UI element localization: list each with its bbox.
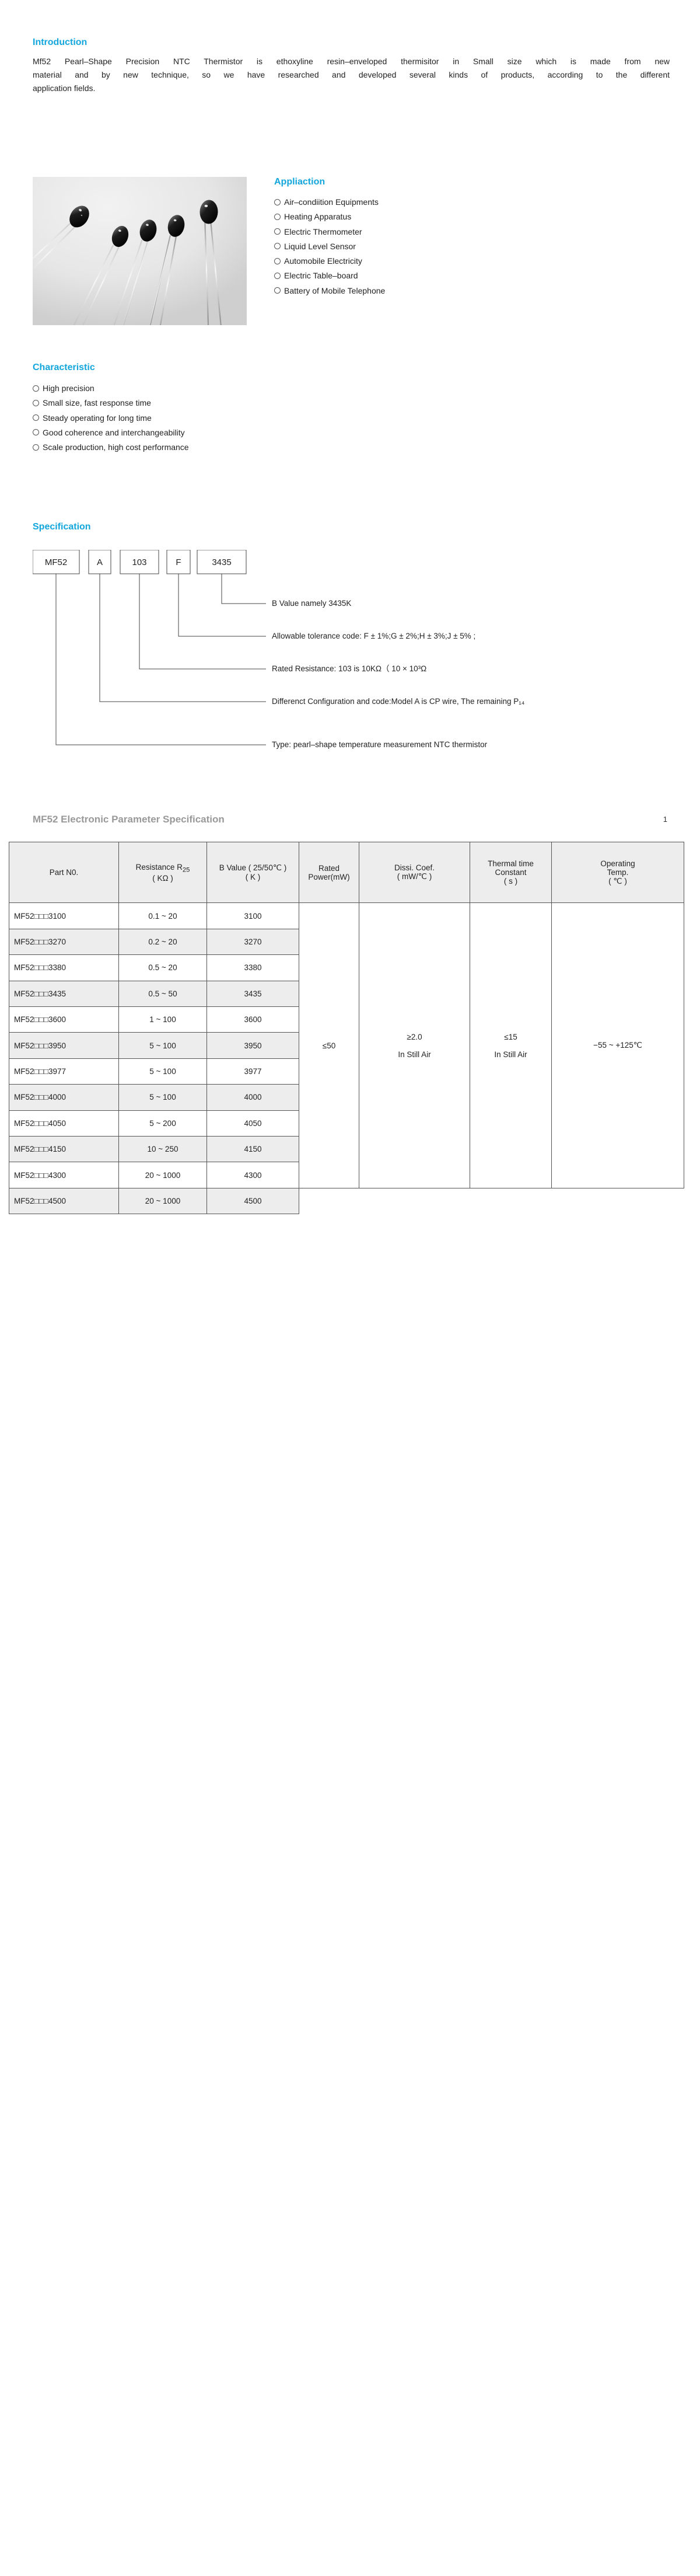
svg-text:Allowable tolerance code: F ±: Allowable tolerance code: F ± 1%;G ± 2%;… [272,632,475,640]
svg-text:B Value namely 3435K: B Value namely 3435K [272,599,351,608]
svg-text:F: F [176,557,181,567]
svg-text:Type: pearl–shape temperature: Type: pearl–shape temperature measuremen… [272,740,488,749]
svg-text:Differenct Configuration and c: Differenct Configuration and code:Model … [272,697,524,706]
svg-text:3435: 3435 [212,557,231,567]
svg-text:103: 103 [132,557,146,567]
svg-text:Rated Resistance: 103 is 10KΩ（: Rated Resistance: 103 is 10KΩ（ 10 × 10³Ω [272,664,426,673]
svg-text:A: A [97,557,103,567]
svg-text:MF52: MF52 [45,557,67,567]
